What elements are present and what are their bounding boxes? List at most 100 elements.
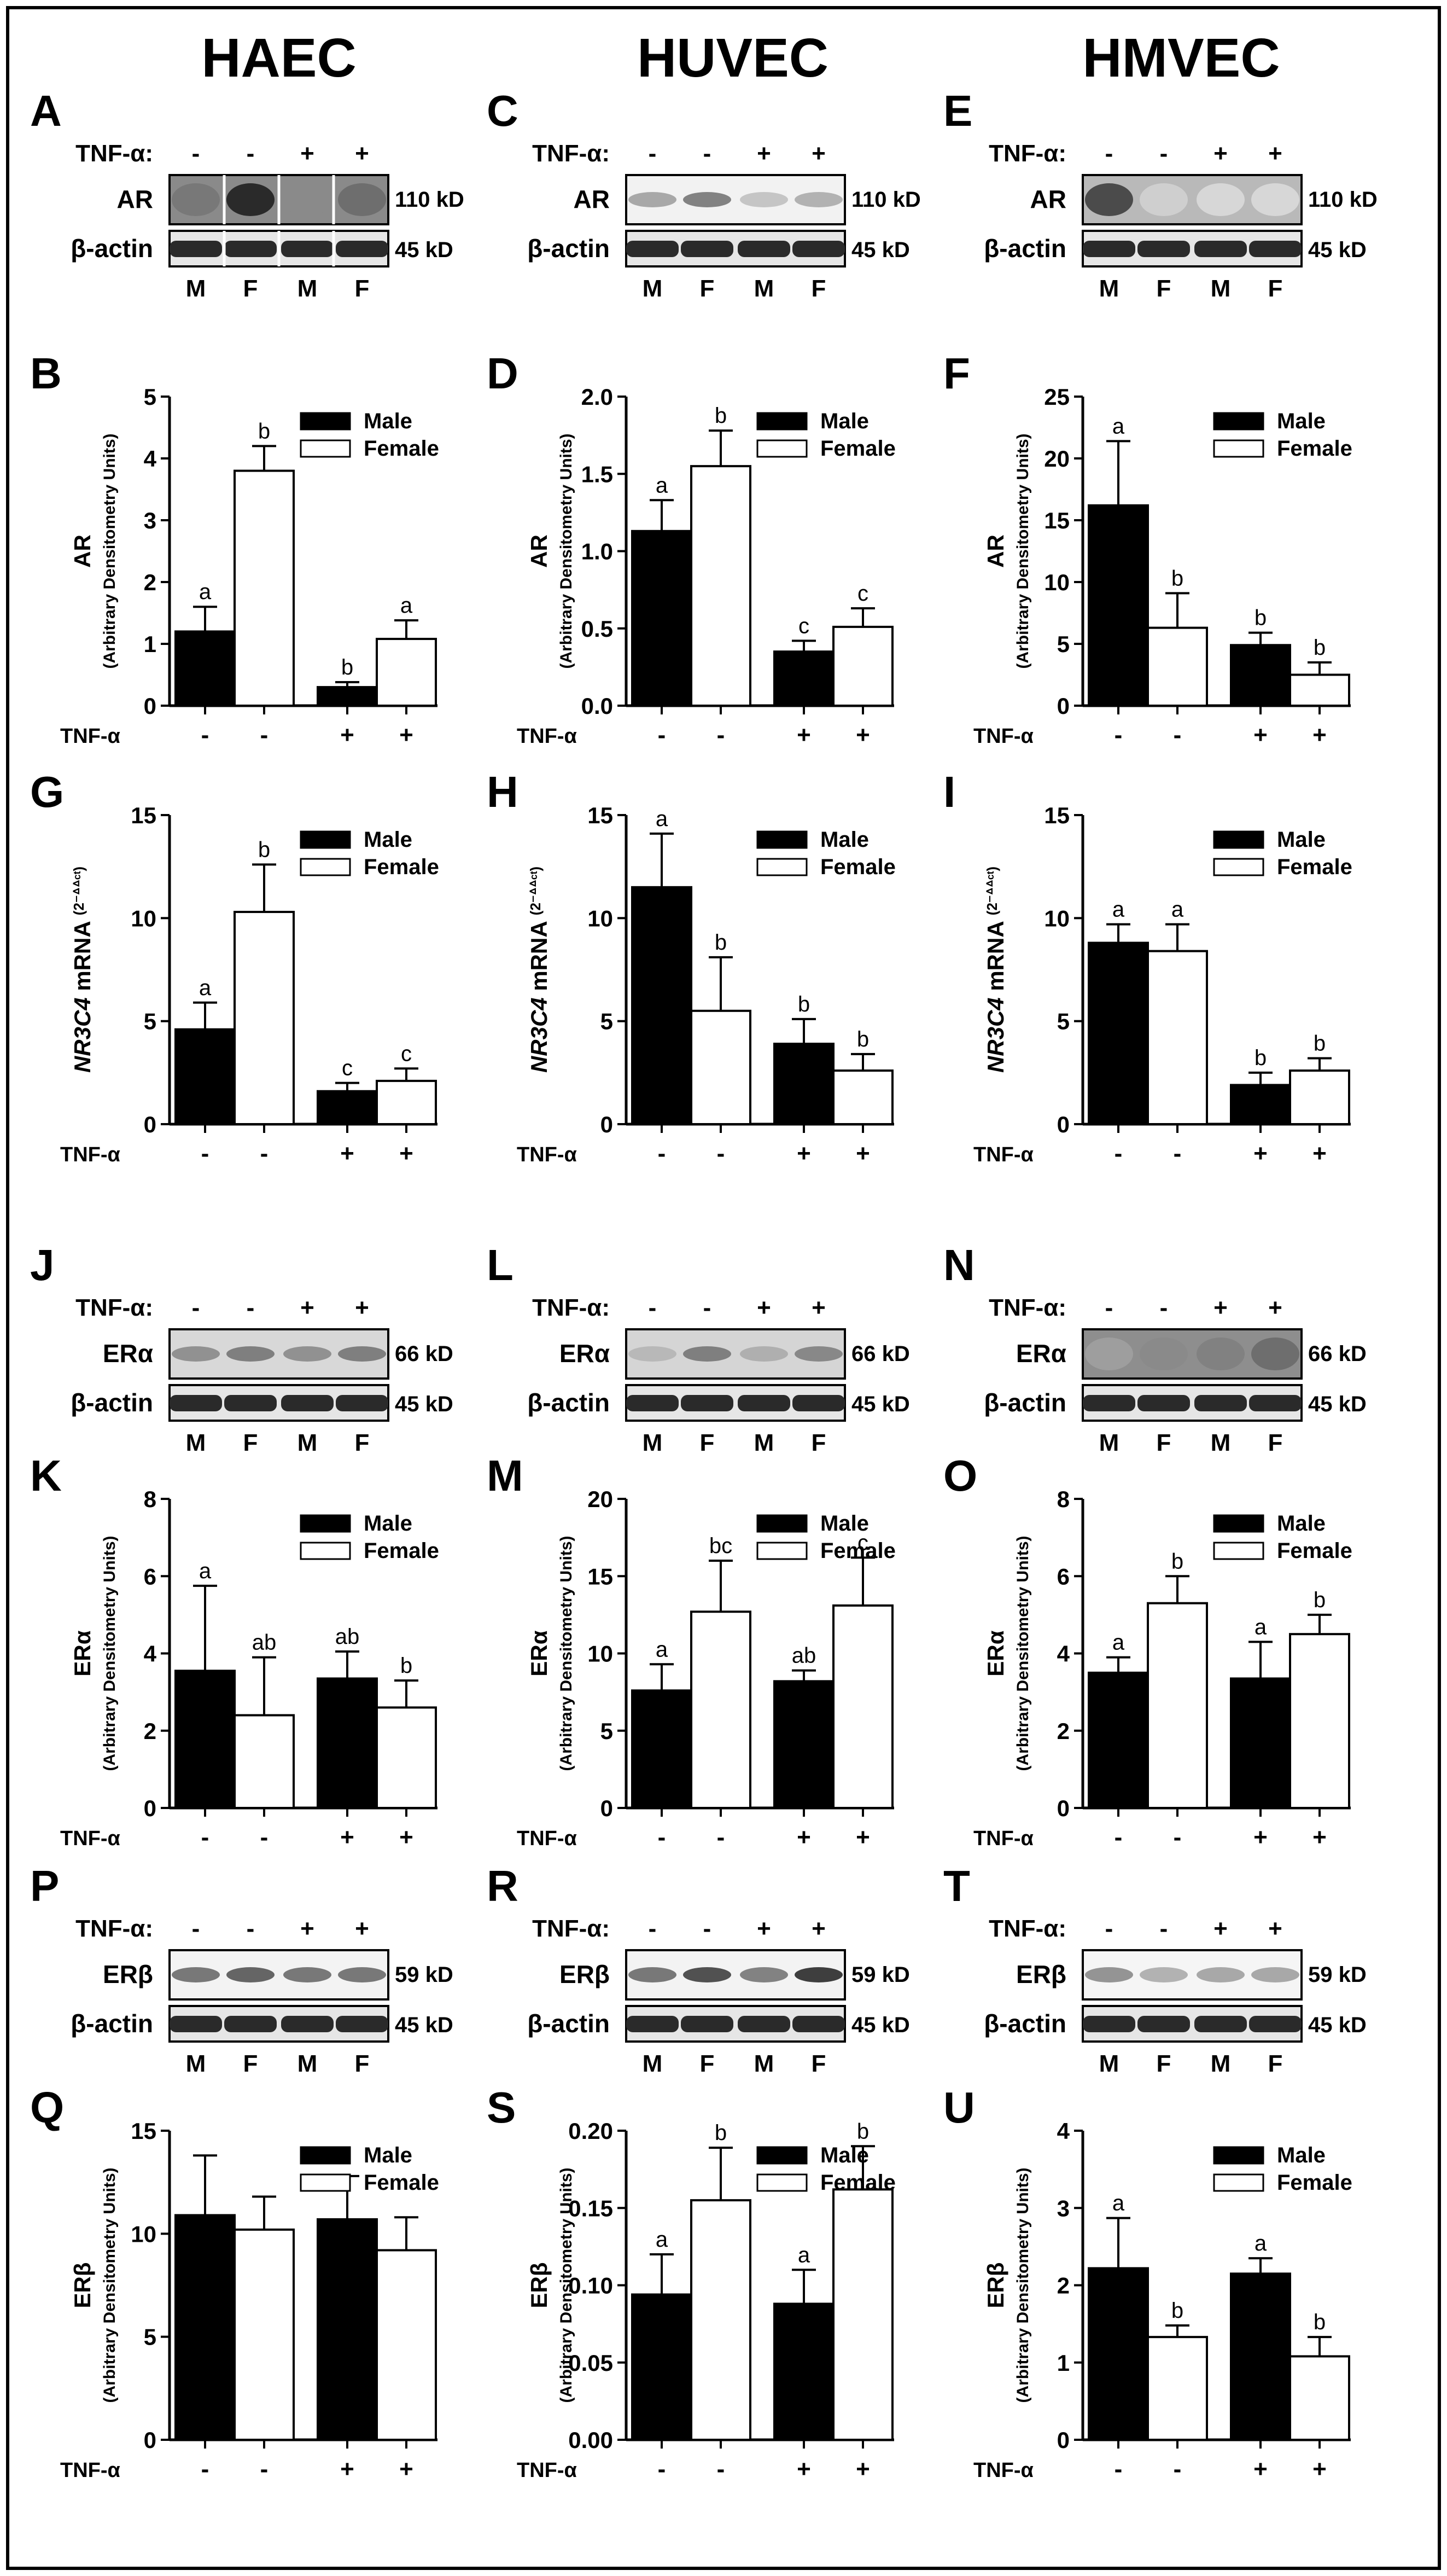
- blot-actin-band: [1137, 2016, 1190, 2032]
- blot-tnf-mark: +: [757, 1915, 771, 1942]
- bar: [317, 1090, 378, 1125]
- column-title-hmvec: HMVEC: [1082, 27, 1280, 89]
- panel-letter-U: U: [943, 2083, 975, 2132]
- blot-lane-label: M: [1211, 2050, 1231, 2077]
- blot-actin-size: 45 kD: [1308, 1392, 1367, 1416]
- panel-letter-I: I: [943, 767, 955, 816]
- blot-protein-label: AR: [1030, 185, 1066, 213]
- blot-actin-band: [738, 1395, 790, 1411]
- significance-letter: b: [1171, 1549, 1183, 1573]
- significance-letter: b: [715, 404, 727, 428]
- significance-letter: c: [342, 1056, 353, 1080]
- tnf-label: TNF-α: [60, 725, 120, 748]
- blot-lane-label: M: [643, 275, 663, 302]
- blot-lane-label: F: [355, 275, 370, 302]
- blot-protein-label: ERβ: [1016, 1960, 1066, 1988]
- blot-actin-label: β-actin: [71, 234, 153, 263]
- bar: [832, 1604, 894, 1810]
- y-tick-label: 4: [144, 446, 157, 472]
- tnf-mark: +: [1312, 1140, 1327, 1167]
- y-tick-label: 0: [144, 1795, 156, 1821]
- tnf-mark: -: [201, 2456, 209, 2482]
- significance-letter: a: [199, 580, 212, 604]
- blot-protein-band: [1251, 1338, 1299, 1370]
- blot-protein-band: [338, 1967, 386, 1982]
- legend-label-female: Female: [364, 1539, 439, 1563]
- blot-lane-label: M: [1099, 275, 1119, 302]
- y-axis-sublabel: (Arbitrary Densitometry Units): [557, 1536, 575, 1771]
- y-axis-label: ERβ: [526, 2263, 552, 2308]
- blot-tnf-label: TNF-α:: [989, 1294, 1066, 1321]
- tnf-mark: -: [658, 722, 666, 748]
- bar: [234, 1714, 295, 1809]
- tnf-label: TNF-α: [517, 2459, 577, 2482]
- significance-letter: a: [1255, 1615, 1267, 1639]
- blot-protein-label: AR: [574, 185, 610, 213]
- y-tick-label: 10: [131, 2221, 156, 2247]
- blot-actin-band: [336, 2016, 388, 2032]
- tnf-mark: -: [260, 1824, 269, 1851]
- tnf-label: TNF-α: [60, 2459, 120, 2482]
- tnf-mark: -: [201, 1140, 209, 1167]
- western-blot-A: A TNF-α: - - + + AR 110 kD β-actin 45 kD M F M F: [30, 86, 464, 302]
- blot-protein-band: [628, 1346, 676, 1362]
- legend-swatch-female: [756, 1542, 808, 1560]
- blot-lane-label: M: [186, 2050, 206, 2077]
- tnf-mark: -: [1174, 1140, 1182, 1167]
- y-tick-label: 0: [144, 2427, 156, 2453]
- blot-protein-band: [1140, 1338, 1188, 1370]
- blot-lane-label: M: [297, 1429, 318, 1456]
- blot-protein-size: 59 kD: [851, 1963, 910, 1987]
- western-blot-P: P TNF-α: - - + + ERβ 59 kD β-actin 45 kD M F M F: [30, 1862, 453, 2077]
- legend-label-male: Male: [1277, 1511, 1326, 1536]
- western-blot-E: E TNF-α: - - + + AR 110 kD β-actin 45 kD M F M F: [943, 86, 1378, 302]
- legend-swatch-female: [1213, 2173, 1264, 2192]
- y-tick-label: 0: [600, 1112, 613, 1137]
- blot-protein-band: [795, 1346, 843, 1362]
- y-axis-sublabel: (Arbitrary Densitometry Units): [1014, 1536, 1032, 1771]
- legend-swatch-female: [300, 2173, 351, 2192]
- western-blot-J: J TNF-α: - - + + ERα 66 kD β-actin 45 kD M F M F: [30, 1241, 453, 1456]
- blot-tnf-mark: -: [1105, 140, 1113, 167]
- significance-letter: a: [400, 594, 413, 618]
- bar: [174, 630, 236, 707]
- bar-chart-I: I NR3C4 mRNA (2⁻ᐞᐞᶜᵗ) 0 5 10 15 a - a - b + b + TNF-α M…: [943, 767, 1352, 1167]
- significance-letter: a: [1171, 898, 1184, 922]
- blot-tnf-mark: +: [1268, 1915, 1282, 1942]
- legend-label-female: Female: [1277, 437, 1352, 461]
- blot-protein-band: [1197, 1967, 1245, 1982]
- blot-lane-label: F: [812, 275, 826, 302]
- blot-protein-size: 110 kD: [851, 188, 921, 212]
- bar: [317, 686, 378, 707]
- significance-letter: a: [1112, 1631, 1125, 1655]
- blot-tnf-mark: -: [649, 1915, 657, 1942]
- legend-label-female: Female: [820, 855, 896, 879]
- y-axis-sublabel: (Arbitrary Densitometry Units): [1014, 433, 1032, 668]
- blot-protein-label: ERβ: [103, 1960, 153, 1988]
- blot-lane-label: F: [700, 275, 715, 302]
- blot-actin-band: [224, 241, 277, 257]
- bar: [1147, 2336, 1208, 2441]
- bar: [317, 1677, 378, 1809]
- blot-actin-band: [1249, 241, 1302, 257]
- blot-lane-label: F: [700, 1429, 715, 1456]
- significance-letter: a: [656, 473, 668, 497]
- significance-letter: a: [656, 807, 668, 831]
- panel-letter-H: H: [487, 767, 518, 816]
- significance-letter: b: [1171, 2299, 1183, 2323]
- bar: [1230, 1084, 1291, 1126]
- y-tick-label: 5: [144, 2324, 156, 2350]
- y-axis-label: ERα: [983, 1630, 1008, 1676]
- y-axis-label: NR3C4 mRNA (2⁻ᐞᐞᶜᵗ): [69, 867, 95, 1073]
- tnf-mark: +: [856, 2456, 870, 2482]
- bar: [317, 2218, 378, 2441]
- y-tick-label: 1.0: [581, 539, 613, 565]
- legend-swatch-male: [756, 830, 808, 849]
- tnf-mark: -: [658, 2456, 666, 2482]
- legend-swatch-male: [300, 1514, 351, 1533]
- blot-lane-label: M: [754, 2050, 774, 2077]
- tnf-mark: +: [1253, 2456, 1268, 2482]
- significance-letter: c: [857, 582, 868, 606]
- panel-letter-D: D: [487, 349, 518, 398]
